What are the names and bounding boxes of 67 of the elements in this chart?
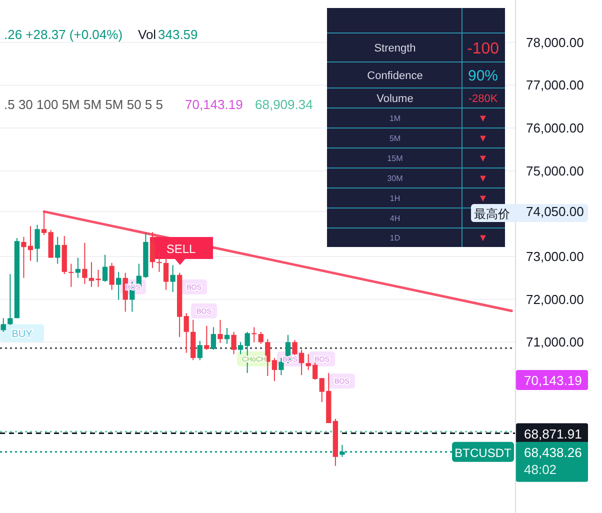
candlestick	[204, 325, 210, 350]
candlestick	[102, 254, 108, 282]
candlestick	[170, 264, 176, 293]
candlestick	[34, 224, 40, 263]
annotation: 30M	[387, 174, 404, 183]
annotation: ▼	[478, 114, 488, 125]
annotation: 90%	[468, 67, 498, 84]
candlestick	[210, 326, 216, 350]
candlestick	[156, 252, 162, 272]
y-tick-label: 71,000.00	[526, 334, 584, 350]
candlestick	[116, 271, 122, 300]
annotation: 1M	[389, 114, 401, 123]
y-tick-label: 72,000.00	[526, 292, 584, 307]
annotation: 70,143.19	[185, 97, 243, 112]
candlestick	[75, 257, 81, 278]
candlestick	[238, 342, 244, 355]
candlestick	[55, 236, 60, 264]
candlestick	[231, 331, 236, 355]
annotation: Confidence	[367, 70, 423, 82]
candlestick	[218, 319, 223, 344]
candlestick	[197, 340, 202, 361]
text: 48:02	[524, 462, 557, 477]
annotation: 4H	[390, 214, 400, 223]
candlestick	[278, 357, 284, 376]
text: 70,143.19	[524, 373, 582, 388]
candlestick	[224, 328, 230, 344]
annotation: Volume	[376, 92, 414, 105]
y-tick-label: 74,050.00	[526, 204, 584, 220]
annotation: BUY	[12, 328, 33, 340]
candlestick	[8, 274, 13, 326]
annotation: ▼	[478, 233, 488, 244]
annotation: Strength	[374, 42, 416, 54]
annotation: ▼	[478, 154, 488, 165]
annotation: 68,909.34	[255, 97, 313, 112]
candlestick	[150, 232, 156, 269]
candlestick	[252, 326, 257, 343]
ref-line-label: 68,871.91	[524, 426, 582, 442]
annotation: -100	[466, 40, 500, 58]
candlestick	[0, 318, 6, 332]
annotation: 1D	[390, 233, 400, 242]
annotation: ▼	[478, 174, 488, 185]
candlestick	[68, 263, 74, 288]
annotation: 最高价	[474, 207, 510, 221]
annotation: .5 30 100 5M 5M 5M 50 5 5	[4, 97, 163, 112]
ref-line-label: 68,438.26	[524, 444, 582, 460]
y-tick-label: 77,000.00	[526, 78, 584, 93]
annotation: 343.59	[158, 27, 198, 42]
annotation: ▼	[478, 134, 488, 145]
candlestick	[109, 262, 114, 290]
candlestick	[272, 357, 278, 382]
annotation: ▼	[478, 194, 488, 205]
annotation: 15M	[387, 154, 404, 163]
annotation: .26 +28.37 (+0.04%)	[4, 27, 123, 42]
annotation: SELL	[166, 242, 196, 256]
annotation: 5M	[389, 134, 401, 143]
annotation: 1H	[390, 194, 400, 203]
candlestick	[258, 331, 264, 344]
y-tick-label: 76,000.00	[526, 120, 584, 136]
annotation: -280K	[468, 92, 498, 105]
candlestick	[82, 242, 88, 284]
candlestick	[184, 312, 189, 354]
annotation: Vol	[138, 27, 156, 42]
annotation: BTCUSDT	[454, 446, 512, 460]
y-tick-label: 75,000.00	[526, 163, 584, 178]
y-tick-label: 73,000.00	[526, 249, 584, 264]
candlestick	[163, 256, 169, 290]
y-tick-label: 78,000.00	[526, 34, 584, 50]
